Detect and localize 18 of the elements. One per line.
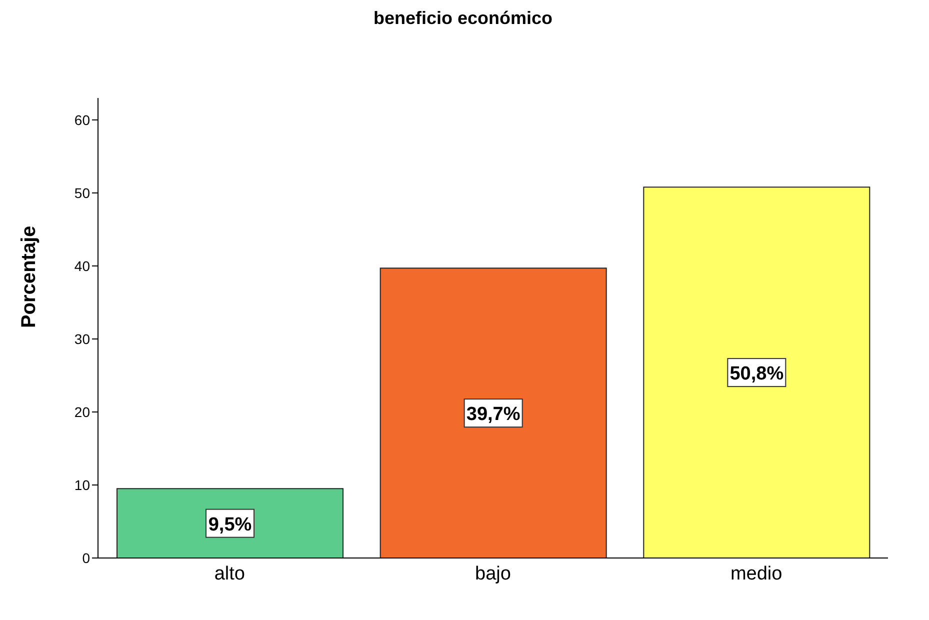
data-label: 50,8%: [730, 364, 784, 385]
y-tick-label: 60: [74, 112, 90, 128]
bar: [116, 488, 344, 558]
y-tick-label: 50: [74, 184, 90, 201]
y-tick-label: 20: [74, 404, 90, 420]
bar: [380, 268, 607, 558]
y-tick-label: 0: [82, 550, 90, 566]
bar: [643, 186, 870, 558]
chart-title: beneficio económico: [372, 8, 554, 30]
y-axis-title: Porcentaje: [18, 226, 40, 328]
x-tick-label: alto: [214, 563, 245, 584]
y-tick-label: 40: [74, 258, 90, 274]
data-label: 39,7%: [466, 404, 520, 426]
y-tick-label: 10: [74, 476, 90, 493]
x-tick-label: bajo: [475, 563, 511, 584]
data-label: 9,5%: [208, 514, 252, 536]
x-tick-label: medio: [730, 563, 782, 584]
y-tick-label: 30: [74, 330, 90, 347]
